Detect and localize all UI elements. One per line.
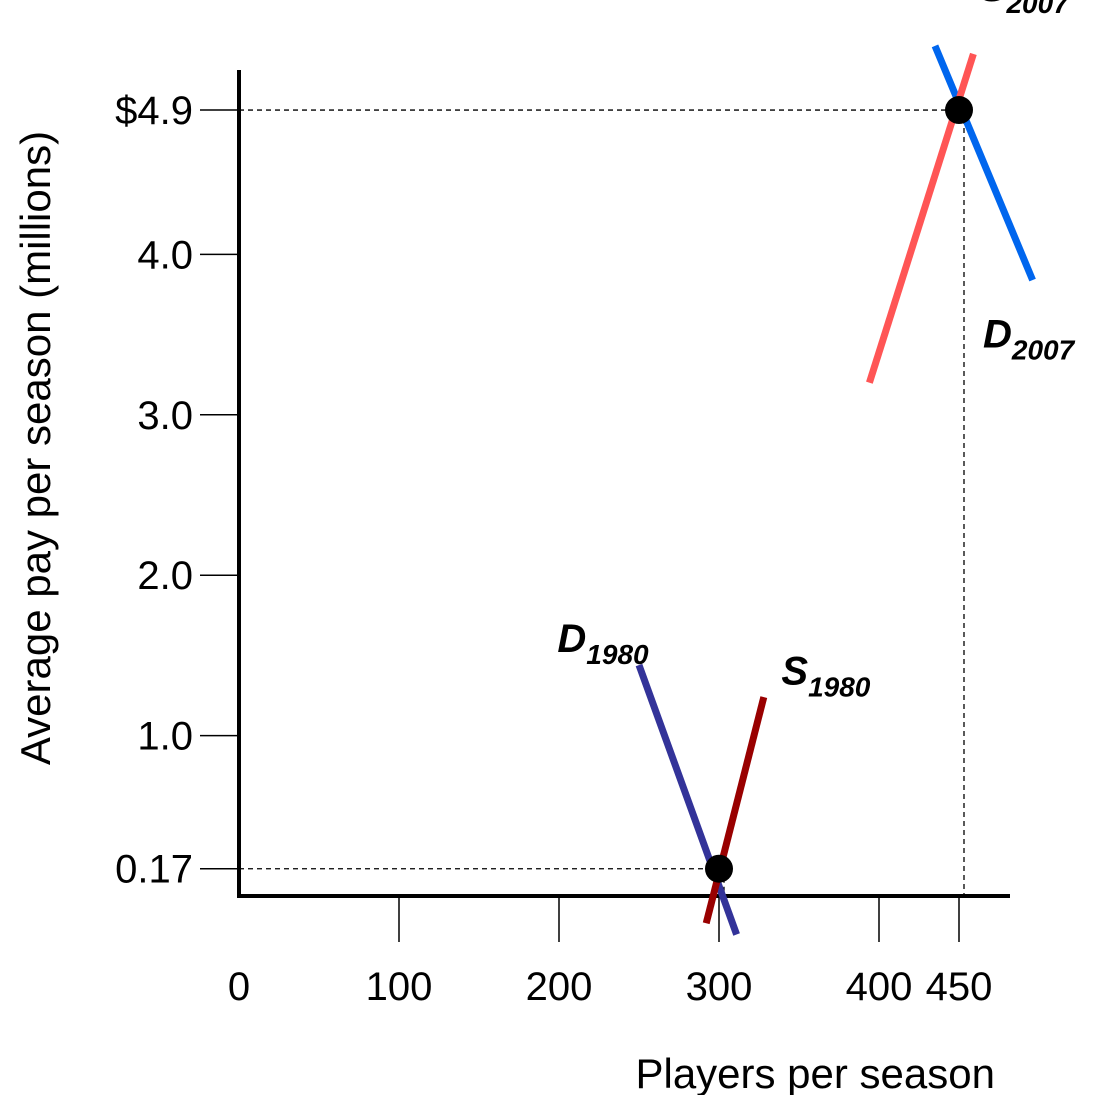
y-tick-label: $4.9 bbox=[115, 89, 193, 133]
x-axis-title: Players per season bbox=[635, 1050, 995, 1095]
x-tick-label: 450 bbox=[926, 965, 993, 1009]
y-axis-title: Average pay per season (millions) bbox=[12, 131, 59, 765]
guide-lines bbox=[239, 109, 965, 896]
y-tick-label: 3.0 bbox=[137, 394, 193, 438]
label-d1980: D1980 bbox=[557, 617, 649, 670]
x-tick-label: 0 bbox=[228, 965, 250, 1009]
curve-labels: D1980 S1980 D2007 S2007 bbox=[557, 0, 1075, 702]
label-s1980: S1980 bbox=[781, 649, 870, 702]
x-tick-label: 100 bbox=[366, 965, 433, 1009]
curve-d1980 bbox=[635, 663, 740, 936]
curves bbox=[635, 44, 1036, 936]
label-s2007: S2007 bbox=[980, 0, 1070, 19]
ticks: 0 100 200 300 400 450 0.17 1.0 2.0 3.0 4.0 $4.9 bbox=[115, 89, 992, 1009]
x-tick-label: 200 bbox=[526, 965, 593, 1009]
x-tick-label: 400 bbox=[846, 965, 913, 1009]
axes bbox=[237, 70, 1010, 898]
equilibrium-2007-dot bbox=[945, 96, 973, 125]
equilibrium-points bbox=[705, 96, 973, 883]
label-d2007: D2007 bbox=[983, 312, 1076, 365]
curve-s1980 bbox=[702, 696, 768, 925]
y-tick-label: 0.17 bbox=[115, 848, 193, 892]
equilibrium-1980-dot bbox=[705, 854, 733, 883]
y-tick-label: 1.0 bbox=[137, 715, 193, 759]
x-tick-label: 300 bbox=[686, 965, 753, 1009]
y-tick-label: 2.0 bbox=[137, 554, 193, 598]
y-tick-label: 4.0 bbox=[137, 233, 193, 277]
curve-d2007 bbox=[931, 44, 1036, 282]
